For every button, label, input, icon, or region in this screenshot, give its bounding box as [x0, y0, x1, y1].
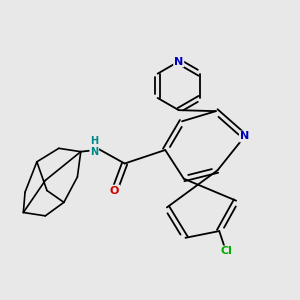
- Text: Cl: Cl: [220, 246, 232, 256]
- Text: N: N: [240, 131, 249, 142]
- Text: H
N: H N: [90, 136, 98, 158]
- Text: O: O: [110, 185, 119, 196]
- Text: N: N: [174, 56, 183, 67]
